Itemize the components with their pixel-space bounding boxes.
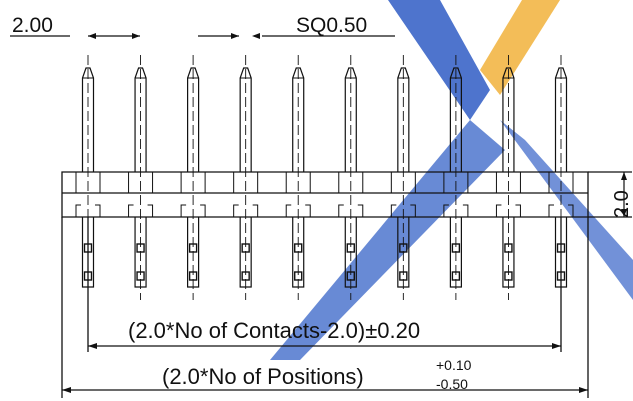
standoff-8 <box>443 204 469 217</box>
watermark-stroke-right <box>500 120 633 300</box>
watermark-logo <box>270 0 633 360</box>
standoff-9 <box>495 204 521 217</box>
tail-mark-bottom-4 <box>241 271 250 281</box>
dimension-arrow-shafts <box>88 35 625 217</box>
pin-lower-6 <box>344 217 357 288</box>
standoff-10 <box>548 204 574 217</box>
overall-arrow-right <box>579 387 588 393</box>
tail-mark-top-5 <box>294 243 303 253</box>
overall-tol-upper: +0.10 <box>436 357 472 373</box>
watermark-stroke-left <box>388 0 490 120</box>
pin-upper-10 <box>554 67 568 172</box>
tail-mark-bottom-2 <box>136 271 145 281</box>
watermark-stroke-orange <box>480 0 560 95</box>
tail-mark-top-9 <box>504 243 513 253</box>
tail-mark-bottom-9 <box>504 271 513 281</box>
body-height-label: 2.0 <box>611 190 633 218</box>
contacts-arrow-left <box>88 343 97 349</box>
standoff-1 <box>75 204 101 217</box>
tail-mark-top-1 <box>83 243 93 253</box>
tail-mark-top-8 <box>451 243 461 253</box>
body-slot-6 <box>338 172 364 193</box>
pin-upper-1 <box>81 67 95 172</box>
standoff-6 <box>338 204 364 217</box>
pin-lower-1 <box>81 217 95 288</box>
standoff-4 <box>233 204 259 217</box>
pin-upper-3 <box>187 67 200 172</box>
pin-lower-3 <box>187 217 200 288</box>
tail-mark-bottom-6 <box>346 271 355 281</box>
pin-size-label: SQ0.50 <box>296 14 367 37</box>
tail-mark-bottom-1 <box>83 271 93 281</box>
pin-upper-9 <box>502 67 515 172</box>
overall-arrow-left <box>62 387 71 393</box>
pin-upper-6 <box>344 67 357 172</box>
overall-length-label: (2.0*No of Positions) <box>162 364 364 389</box>
standoff-3 <box>180 204 206 217</box>
tail-mark-bottom-8 <box>451 271 461 281</box>
body-slot-3 <box>180 172 206 193</box>
pin-lower-9 <box>502 217 515 288</box>
tail-mark-top-3 <box>188 243 198 253</box>
body-slot-10 <box>548 172 574 193</box>
pin-lower-4 <box>239 217 252 288</box>
body-slot-4 <box>233 172 259 193</box>
pin-upper-2 <box>134 67 147 172</box>
pin-upper-4 <box>239 67 252 172</box>
body-slot-9 <box>495 172 521 193</box>
contacts-arrow-right <box>552 343 561 349</box>
watermark-stroke-down <box>270 120 505 360</box>
tail-mark-bottom-5 <box>294 271 303 281</box>
tail-mark-bottom-3 <box>188 271 198 281</box>
pin-lower-5 <box>292 217 305 288</box>
standoff-2 <box>128 204 154 217</box>
body-slot-8 <box>443 172 469 193</box>
drawing-linework <box>10 35 632 398</box>
standoff-5 <box>285 204 311 217</box>
tail-mark-bottom-10 <box>556 271 566 281</box>
pin-lower-8 <box>449 217 462 288</box>
pin-lower-2 <box>134 217 147 288</box>
body-slot-5 <box>285 172 311 193</box>
body-slot-1 <box>75 172 101 193</box>
overall-tol-lower: -0.50 <box>436 376 468 392</box>
tail-mark-top-4 <box>241 243 250 253</box>
pin-upper-8 <box>449 67 462 172</box>
sq-arrow-right <box>252 33 260 39</box>
pin-lower-10 <box>554 217 568 288</box>
tail-mark-top-6 <box>346 243 355 253</box>
pin-row <box>75 55 574 300</box>
tail-mark-bottom-7 <box>399 271 408 281</box>
pin-upper-7 <box>397 67 410 172</box>
tail-mark-top-7 <box>399 243 408 253</box>
body-slot-7 <box>390 172 416 193</box>
body-slot-2 <box>128 172 154 193</box>
pin-upper-5 <box>292 67 305 172</box>
pitch-label: 2.00 <box>12 14 53 37</box>
contacts-span-label: (2.0*No of Contacts-2.0)±0.20 <box>128 318 420 343</box>
standoff-7 <box>390 204 416 217</box>
tail-mark-top-10 <box>556 243 566 253</box>
tail-mark-top-2 <box>136 243 145 253</box>
pin-lower-7 <box>397 217 410 288</box>
